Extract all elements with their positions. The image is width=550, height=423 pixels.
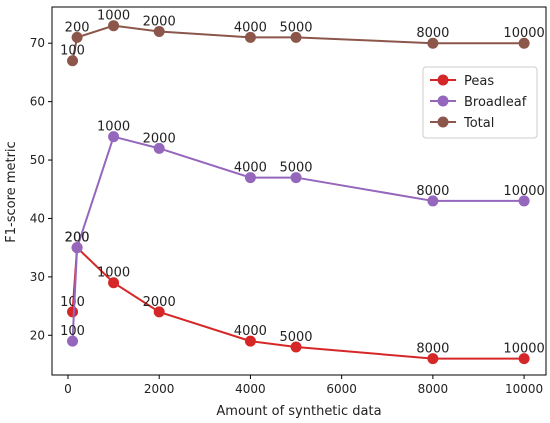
y-axis-label: F1-score metric bbox=[4, 141, 19, 242]
y-tick-label: 40 bbox=[30, 211, 45, 225]
y-tick-label: 60 bbox=[30, 95, 45, 109]
data-label: 8000 bbox=[416, 26, 449, 41]
data-point bbox=[244, 172, 256, 184]
data-label: 4000 bbox=[234, 161, 267, 176]
data-point bbox=[153, 306, 165, 318]
data-label: 10000 bbox=[503, 184, 544, 199]
data-label: 200 bbox=[65, 231, 90, 246]
data-point bbox=[427, 195, 439, 207]
legend-box bbox=[422, 66, 538, 139]
x-axis-label: Amount of synthetic data bbox=[216, 404, 381, 419]
data-label: 8000 bbox=[416, 184, 449, 199]
series-line-peas bbox=[71, 245, 525, 360]
data-label: 5000 bbox=[279, 330, 312, 345]
data-label: 1000 bbox=[97, 120, 130, 135]
data-point bbox=[67, 306, 79, 318]
legend-label: Total bbox=[463, 116, 494, 131]
legend-label: Broadleaf bbox=[464, 95, 527, 110]
data-point bbox=[67, 55, 79, 67]
data-label: 200 bbox=[65, 231, 90, 246]
data-label: 100 bbox=[60, 295, 85, 310]
data-point bbox=[427, 37, 439, 49]
y-tick-label: 70 bbox=[30, 36, 45, 50]
data-label: 1000 bbox=[97, 266, 130, 281]
data-label: 1000 bbox=[97, 9, 130, 24]
data-point bbox=[290, 31, 302, 43]
plot-area: 0 2000 4000 6000 8000 10000 20 30 40 50 60 70 100 200… bbox=[30, 6, 547, 396]
data-point bbox=[153, 26, 165, 38]
data-point bbox=[71, 31, 83, 43]
data-point bbox=[108, 277, 120, 289]
data-point bbox=[518, 195, 530, 207]
y-tick-label: 30 bbox=[30, 270, 45, 284]
series-line-total bbox=[71, 24, 525, 61]
data-label: 100 bbox=[60, 324, 85, 339]
data-point bbox=[518, 37, 530, 49]
data-label: 4000 bbox=[234, 20, 267, 35]
data-label: 10000 bbox=[503, 26, 544, 41]
data-point bbox=[108, 20, 120, 32]
legend-marker bbox=[437, 116, 449, 128]
x-tick-label: 6000 bbox=[326, 382, 357, 396]
legend-marker bbox=[437, 74, 449, 86]
x-tick-label: 4000 bbox=[235, 382, 266, 396]
data-point bbox=[427, 353, 439, 365]
data-point bbox=[290, 341, 302, 353]
legend-marker bbox=[437, 95, 449, 107]
data-label: 4000 bbox=[234, 324, 267, 339]
y-tick-label: 50 bbox=[30, 153, 45, 167]
data-label: 2000 bbox=[143, 131, 176, 146]
data-label: 5000 bbox=[279, 161, 312, 176]
data-point bbox=[244, 31, 256, 43]
data-point bbox=[67, 335, 79, 347]
plot-frame bbox=[51, 6, 547, 376]
data-point bbox=[71, 242, 83, 254]
data-label: 200 bbox=[65, 20, 90, 35]
data-label: 8000 bbox=[416, 342, 449, 357]
legend-label: Peas bbox=[464, 74, 494, 89]
x-tick-label: 2000 bbox=[144, 382, 175, 396]
x-tick-label: 8000 bbox=[418, 382, 449, 396]
data-label: 100 bbox=[60, 44, 85, 59]
data-label: 2000 bbox=[143, 15, 176, 30]
data-label: 10000 bbox=[503, 342, 544, 357]
data-point bbox=[244, 335, 256, 347]
data-label: 2000 bbox=[143, 295, 176, 310]
x-tick-label: 10000 bbox=[505, 382, 543, 396]
data-point bbox=[290, 172, 302, 184]
data-label: 5000 bbox=[279, 20, 312, 35]
series-line-broadleaf bbox=[71, 135, 525, 342]
data-point bbox=[518, 353, 530, 365]
y-tick-label: 20 bbox=[30, 328, 45, 342]
data-point bbox=[153, 142, 165, 154]
x-tick-label: 0 bbox=[64, 382, 72, 396]
data-point bbox=[108, 131, 120, 143]
legend: Peas Broadleaf Total bbox=[422, 66, 538, 139]
